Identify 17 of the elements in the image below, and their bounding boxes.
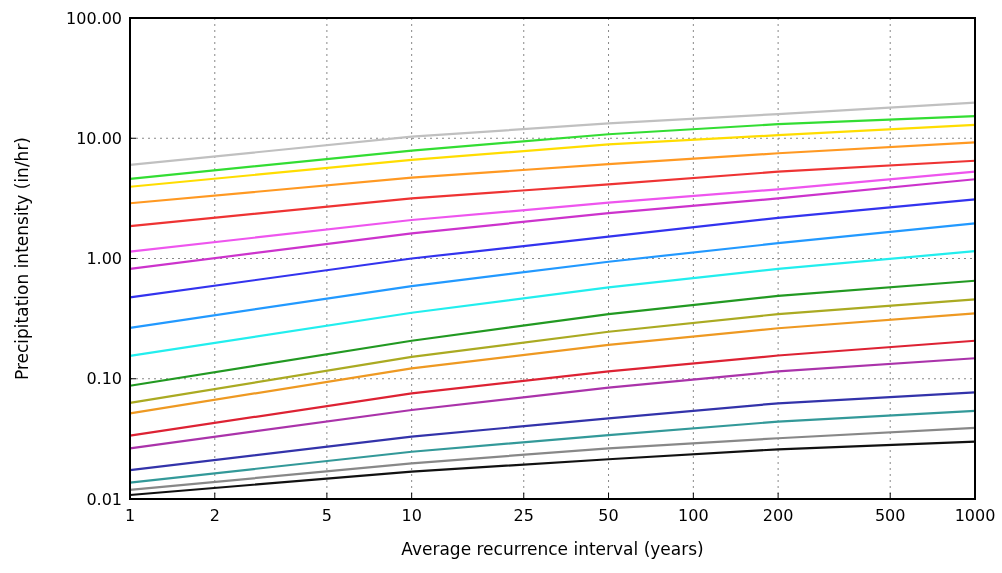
y-tick-label: 10.00 [76, 128, 122, 148]
x-tick-label: 50 [598, 506, 619, 525]
x-tick-label: 1 [124, 506, 136, 525]
x-tick-label: 10 [401, 506, 422, 525]
y-tick-label: 0.10 [86, 369, 122, 389]
y-axis-title: Precipitation intensity (in/hr) [12, 136, 32, 381]
y-tick-label: 0.01 [86, 489, 122, 509]
x-axis-title: Average recurrence interval (years) [401, 539, 704, 559]
x-tick-label: 1000 [954, 506, 996, 525]
x-tick-label: 2 [209, 506, 220, 525]
y-tick-label: 1.00 [86, 249, 122, 269]
y-tick-label: 100.00 [66, 8, 122, 28]
x-tick-label: 5 [321, 506, 332, 525]
x-tick-label: 25 [513, 506, 534, 525]
x-tick-label: 200 [762, 506, 794, 525]
x-tick-label: 100 [678, 506, 709, 525]
x-tick-label: 500 [874, 506, 906, 525]
